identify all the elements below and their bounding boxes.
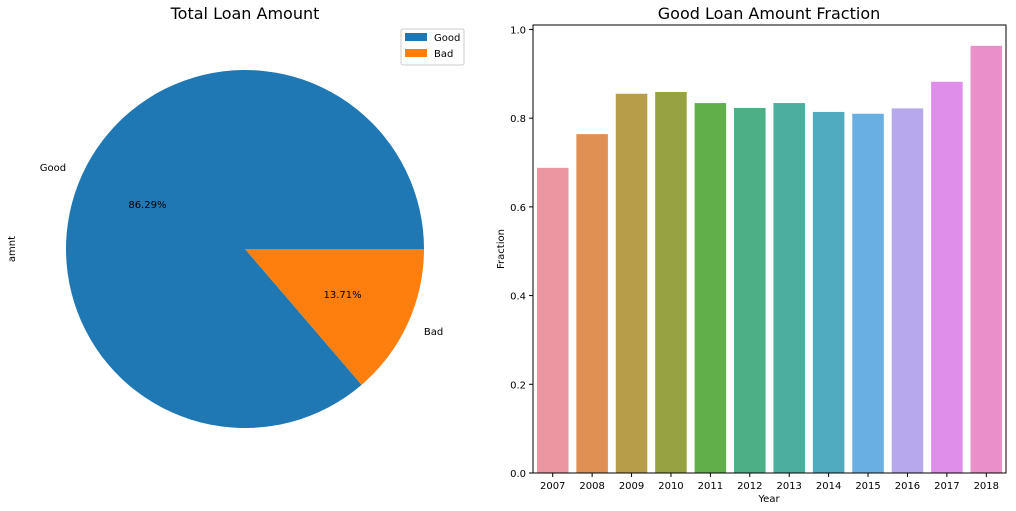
pie-legend: Good Bad (400, 28, 465, 66)
x-tick-label-2015: 2015 (855, 481, 880, 492)
legend-entries: Good Bad (405, 33, 460, 60)
y-tick-label: 0.6 (510, 203, 526, 214)
legend-label-good: Good (434, 33, 460, 44)
pie-pct-good: 86.29% (128, 200, 166, 211)
bar-ylabel: Fraction (496, 229, 507, 269)
x-tick-label-2018: 2018 (974, 481, 999, 492)
x-tick-label-2013: 2013 (776, 481, 801, 492)
x-tick-label-2012: 2012 (737, 481, 762, 492)
bar-2011 (694, 103, 727, 474)
y-tick-label: 0.2 (510, 380, 526, 391)
pie-slice-good (65, 69, 424, 429)
legend-label-bad: Bad (434, 49, 453, 60)
bar-2016 (891, 108, 924, 473)
bar-plot-frame (532, 24, 1007, 474)
bar-2010 (655, 91, 687, 474)
bar-2017 (931, 81, 963, 473)
x-tick-label-2014: 2014 (816, 481, 841, 492)
pie-labels: Good 86.29% Bad 13.71% (40, 163, 444, 338)
pie-pct-bad: 13.71% (324, 290, 362, 301)
bar-chart: Good Loan Amount Fraction 2007 2008 2009 20… (496, 4, 1007, 505)
pie-slice-bad (245, 249, 424, 385)
bar-2012 (734, 107, 766, 473)
y-tick-label: 0.0 (510, 469, 526, 480)
y-tick-label: 1.0 (510, 25, 526, 36)
x-tick-label-2008: 2008 (579, 481, 604, 492)
bar-2018 (970, 45, 1003, 473)
x-tick-label-2011: 2011 (698, 481, 723, 492)
bar-2008 (576, 134, 608, 474)
pie-chart: Total Loan Amount amnt Good 86.29% Bad 13.7… (7, 4, 465, 429)
legend-swatch-good (405, 33, 427, 41)
bar-bars (536, 45, 1003, 474)
bar-2007 (536, 167, 569, 473)
x-tick-label-2017: 2017 (934, 481, 959, 492)
pie-title: Total Loan Amount (170, 4, 320, 23)
y-tick-label: 0.8 (510, 114, 526, 125)
bar-2015 (852, 113, 884, 474)
x-tick-label-2009: 2009 (619, 481, 644, 492)
x-tick-label-2010: 2010 (658, 481, 683, 492)
bar-xlabel: Year (757, 494, 780, 505)
pie-label-bad: Bad (424, 327, 443, 338)
legend-swatch-bad (405, 49, 427, 57)
bar-2014 (812, 111, 845, 474)
pie-label-good: Good (40, 163, 66, 174)
x-tick-label-2016: 2016 (895, 481, 920, 492)
bar-axes: 2007 2008 2009 2010 2011 2012 2013 2014 2015 2016… (510, 24, 1007, 492)
bar-2013 (773, 103, 805, 474)
y-tick-label: 0.4 (510, 292, 526, 303)
pie-ylabel: amnt (7, 236, 18, 262)
bar-2009 (615, 93, 648, 473)
x-tick-label-2007: 2007 (540, 481, 565, 492)
pie-slices (65, 69, 424, 429)
bar-title: Good Loan Amount Fraction (658, 4, 881, 23)
